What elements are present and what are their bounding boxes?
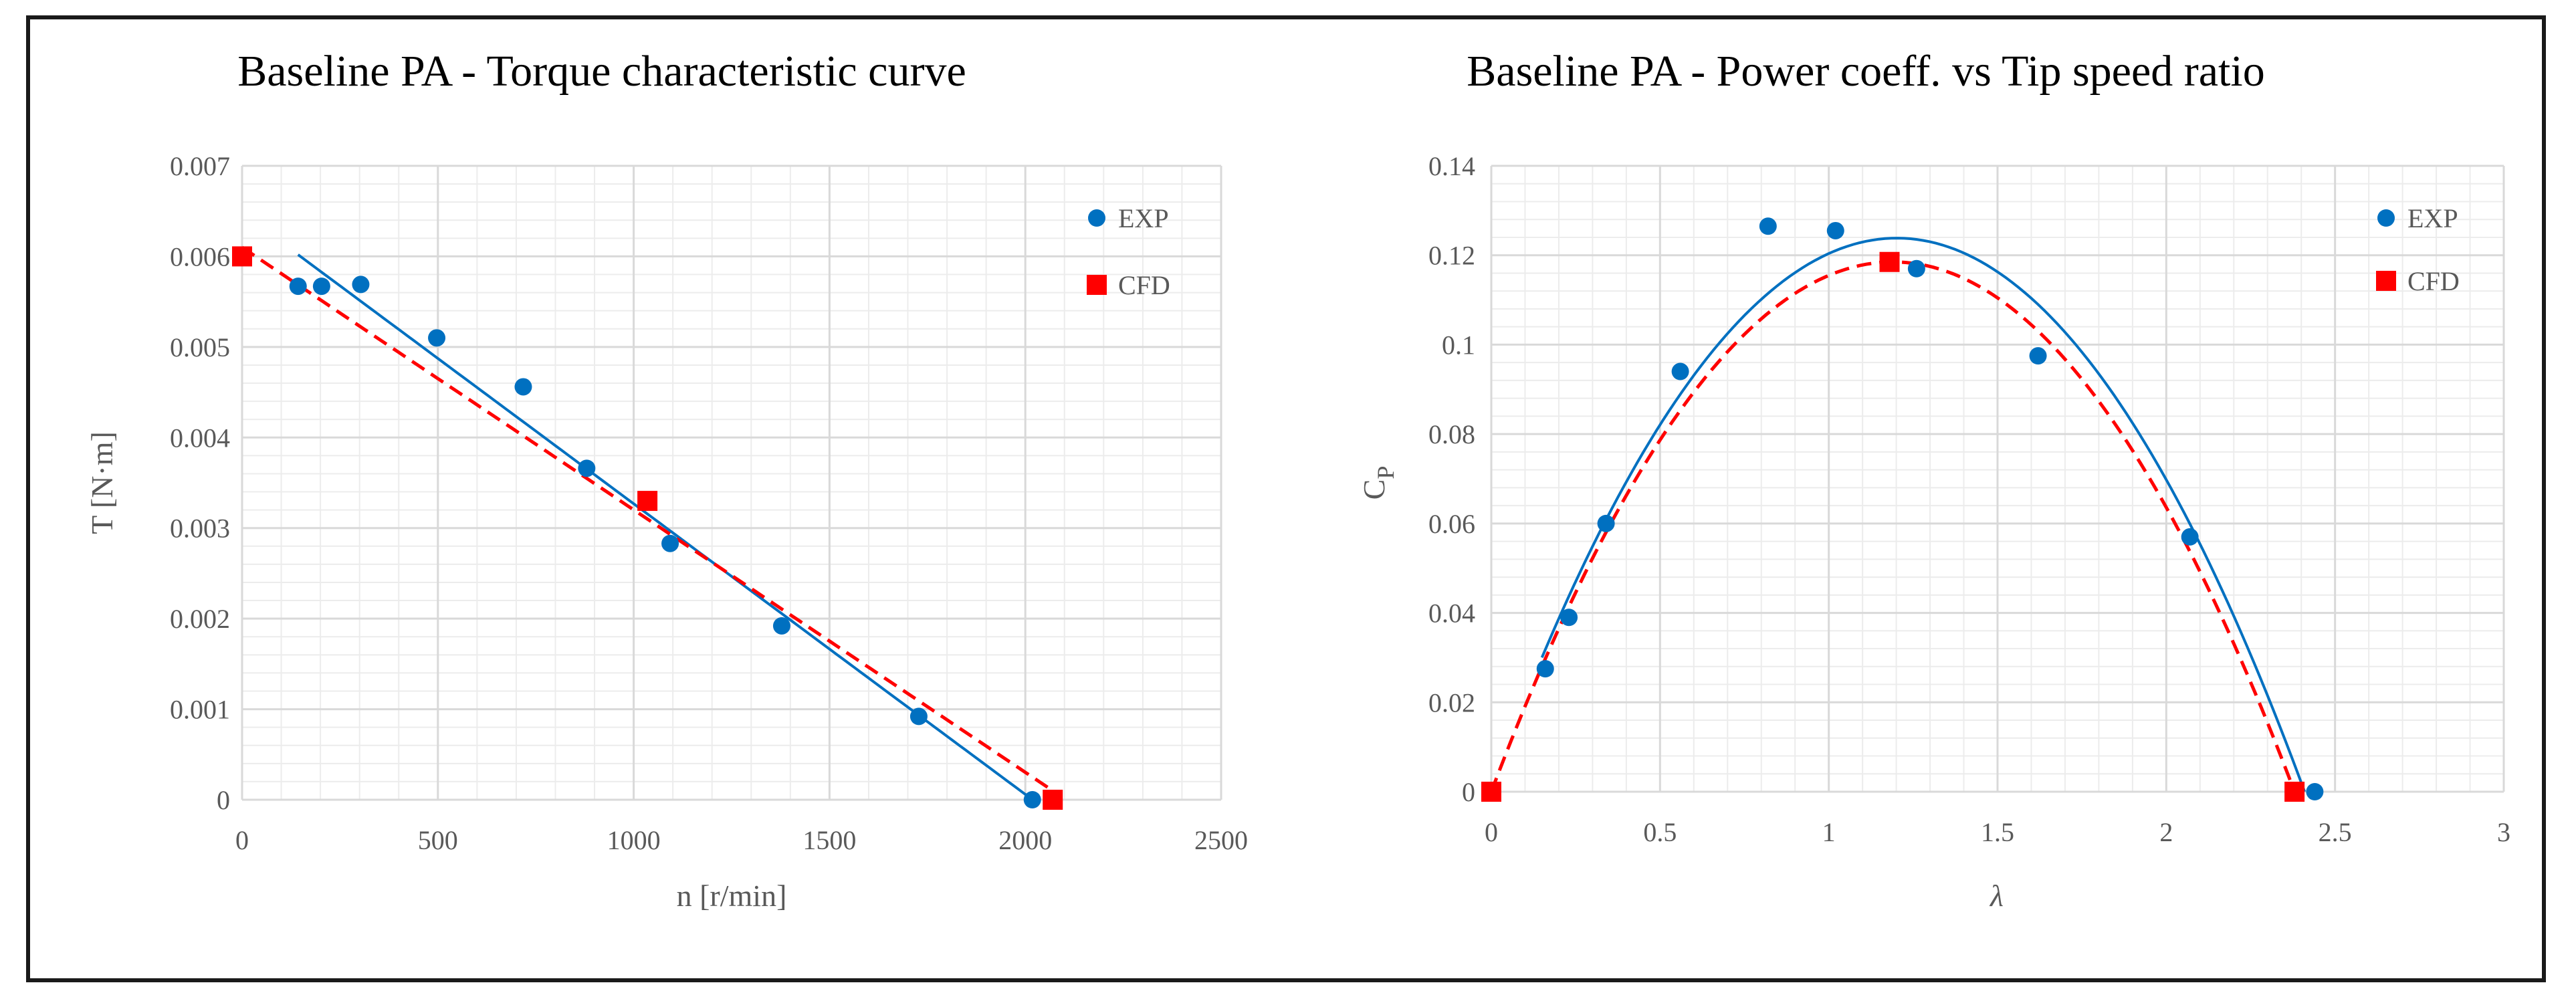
minor-grid: [242, 166, 1221, 800]
chart-title: Baseline PA - Power coeff. vs Tip speed …: [1467, 47, 2264, 96]
y-tick-label: 0: [1462, 777, 1475, 807]
x-tick-label: 0: [235, 825, 249, 855]
y-tick-label: 0.12: [1428, 241, 1475, 271]
y-tick-label: 0.002: [170, 604, 230, 634]
y-tick-label: 0.02: [1428, 687, 1475, 717]
x-tick-label: 2: [2159, 817, 2173, 847]
exp-data-point: [1536, 660, 1554, 678]
exp-data-point: [2306, 783, 2324, 800]
y-tick-label: 0.006: [170, 241, 230, 271]
exp-data-point: [289, 278, 307, 296]
x-tick-label: 1.5: [1981, 817, 2014, 847]
x-axis-label: n [r/min]: [677, 879, 787, 913]
exp-data-point: [772, 617, 790, 635]
x-tick-label: 0.5: [1643, 817, 1677, 847]
exp-data-point: [514, 378, 532, 396]
x-tick-label: 1500: [802, 825, 856, 855]
x-tick-label: 1000: [607, 825, 661, 855]
exp-data-point: [312, 278, 330, 296]
y-tick-label: 0.08: [1428, 419, 1475, 449]
exp-trendline: [297, 253, 1033, 801]
exp-data-point: [1671, 362, 1689, 380]
x-tick-label: 2000: [998, 825, 1052, 855]
exp-data-point: [2029, 347, 2047, 365]
exp-data-point: [1597, 514, 1615, 532]
x-tick-label: 1: [1822, 817, 1836, 847]
cfd-data-point: [232, 246, 252, 267]
legend-cfd-label: CFD: [2407, 266, 2460, 296]
legend: EXP CFD: [2376, 203, 2460, 296]
power-coefficient-chart: 0 0.02 0.04 0.06 0.08 0.1 0.12 0.14 0 0.5 1 1.5 2 2.5…: [1357, 47, 2510, 913]
cfd-data-point: [1879, 251, 1900, 272]
cfd-data-point: [2284, 782, 2305, 802]
cfd-data-point: [1043, 790, 1063, 810]
legend: EXP CFD: [1087, 203, 1170, 300]
y-tick-label: 0.007: [170, 151, 230, 181]
x-axis-label: λ: [1989, 879, 2004, 913]
legend-exp-marker: [1088, 209, 1105, 227]
exp-data-point: [578, 459, 596, 477]
y-tick-label: 0.005: [170, 332, 230, 362]
y-tick-label: 0.14: [1428, 151, 1475, 181]
x-tick-label: 2500: [1194, 825, 1248, 855]
exp-data-point: [352, 275, 370, 294]
major-grid: [1490, 164, 2505, 793]
y-tick-label: 0.1: [1442, 330, 1475, 360]
y-tick-label: 0.004: [170, 423, 230, 453]
x-tick-label: 3: [2497, 817, 2510, 847]
exp-data-point: [1560, 608, 1578, 627]
y-tick-label: 0.04: [1428, 598, 1475, 629]
exp-data-point: [1759, 217, 1777, 235]
exp-data-point: [1907, 259, 1925, 278]
legend-cfd-label: CFD: [1118, 270, 1170, 300]
torque-chart: 0 0.001 0.002 0.003 0.004 0.005 0.006 0.007 0 500…: [85, 47, 1248, 913]
cfd-data-point: [637, 491, 658, 512]
exp-data-point: [2181, 528, 2199, 546]
legend-exp-marker: [2377, 209, 2395, 227]
x-tick-label: 2.5: [2319, 817, 2352, 847]
y-axis-label: T [N·m]: [85, 431, 119, 534]
y-tick-label: 0.003: [170, 514, 230, 544]
exp-trendline: [1540, 237, 2306, 792]
exp-data-point: [661, 534, 679, 552]
legend-cfd-marker: [2376, 271, 2396, 291]
figure-border: [26, 15, 2546, 982]
exp-data-point: [1023, 791, 1041, 808]
legend-exp-label: EXP: [1118, 203, 1169, 233]
exp-data-point: [428, 329, 446, 347]
x-tick-label: 500: [418, 825, 458, 855]
exp-data-point: [1826, 221, 1844, 239]
major-grid: [241, 164, 1222, 801]
x-tick-label: 0: [1485, 817, 1498, 847]
y-tick-label: 0.001: [170, 695, 230, 725]
legend-cfd-marker: [1087, 275, 1107, 295]
cfd-trendline: [241, 245, 1054, 792]
y-axis-label: CP: [1357, 466, 1399, 500]
exp-data-point: [909, 707, 928, 726]
cfd-data-point: [1481, 782, 1501, 802]
y-tick-label: 0.06: [1428, 509, 1475, 539]
y-tick-label: 0: [217, 785, 230, 815]
legend-exp-label: EXP: [2407, 203, 2458, 233]
chart-title: Baseline PA - Torque characteristic curv…: [237, 47, 966, 96]
